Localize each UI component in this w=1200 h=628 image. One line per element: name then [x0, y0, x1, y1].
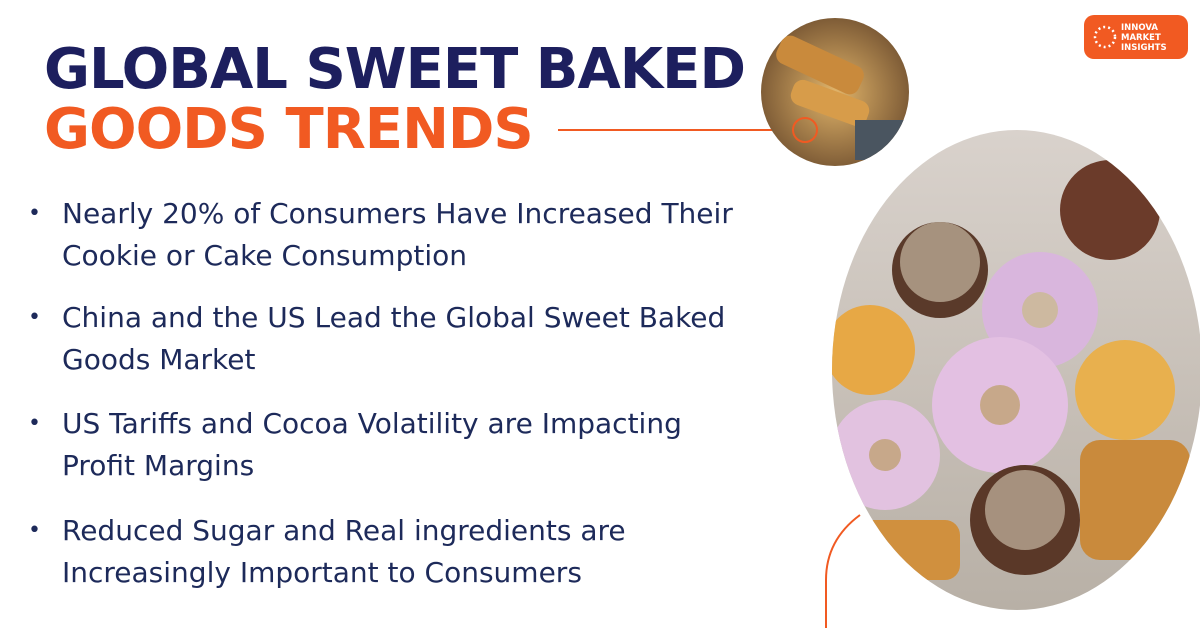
logo: INNOVA MARKET INSIGHTS	[1084, 15, 1188, 59]
accent-ring	[792, 117, 818, 143]
donut-photo	[832, 130, 1200, 610]
bullet-dot: •	[28, 201, 41, 226]
bullet-text: Reduced Sugar and Real ingredients are	[62, 514, 626, 547]
bullet-dot: •	[28, 518, 41, 543]
logo-text: INSIGHTS	[1121, 43, 1167, 53]
logo-icon	[1093, 25, 1117, 49]
pastry-photo	[761, 18, 909, 166]
bullet-text: Nearly 20% of Consumers Have Increased T…	[62, 197, 733, 230]
bullet: • China and the US Lead the Global Sweet …	[28, 297, 818, 381]
logo-text: INNOVA	[1121, 23, 1158, 33]
bullet-text: Profit Margins	[62, 449, 255, 482]
bullet-text: China and the US Lead the Global Sweet B…	[62, 301, 726, 334]
bullet: • Nearly 20% of Consumers Have Increased …	[28, 193, 818, 277]
logo-text: MARKET	[1121, 33, 1161, 43]
bullet-text: US Tariffs and Cocoa Volatility are Impa…	[62, 407, 682, 440]
bullet-dot: •	[28, 411, 41, 436]
bullet-text: Cookie or Cake Consumption	[62, 239, 467, 272]
bullet-text: Increasingly Important to Consumers	[62, 556, 582, 589]
accent-curve	[825, 514, 861, 628]
title-line: GLOBAL SWEET BAKED	[44, 37, 746, 102]
bullet: • Reduced Sugar and Real ingredients are I…	[28, 510, 818, 594]
bullet: • US Tariffs and Cocoa Volatility are Imp…	[28, 403, 818, 487]
title-line: GOODS TRENDS	[44, 97, 534, 162]
bullet-dot: •	[28, 305, 41, 330]
bullet-text: Goods Market	[62, 343, 256, 376]
